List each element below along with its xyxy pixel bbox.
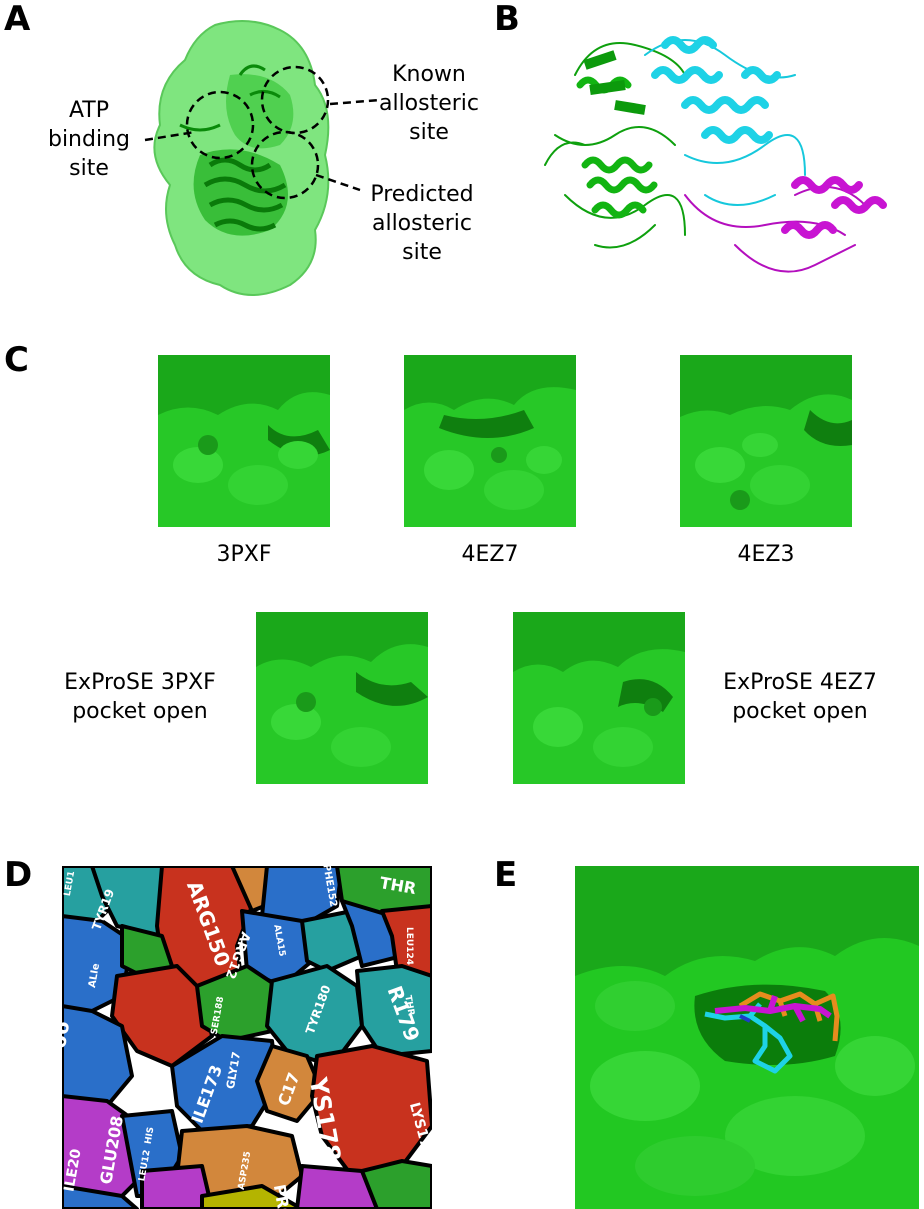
label-line: allosteric — [378, 91, 480, 116]
residue-patch — [255, 1044, 324, 1123]
residue-label: HIS — [144, 1126, 157, 1145]
label-line: ExProSE 3PXF — [64, 670, 216, 695]
surface-4ez7 — [404, 355, 576, 527]
label-line: ATP — [68, 98, 110, 123]
label-predicted-allosteric-site: Predicted allosteric site — [360, 180, 484, 267]
panel-letter-c: C — [4, 340, 29, 380]
label-line: Known — [392, 62, 466, 87]
surface-exprose-4ez7 — [513, 612, 685, 784]
residue-label: LEU1 — [63, 870, 77, 897]
panel-letter-d: D — [4, 855, 33, 895]
panel-letter-a: A — [4, 0, 31, 39]
residue-patch — [360, 1159, 432, 1209]
label-line: pocket open — [732, 699, 868, 724]
panel-d-residue-map: ARG150 TYR19 PHE152 THR ALA15 ARG12 LEU124 SER1… — [62, 866, 432, 1209]
caption-4ez7: 4EZ7 — [461, 542, 519, 567]
panel-letter-b: B — [494, 0, 520, 39]
label-line: pocket open — [72, 699, 208, 724]
label-line: binding — [47, 127, 130, 152]
label-line: allosteric — [371, 211, 473, 236]
panel-letter-e: E — [494, 855, 518, 895]
residue-patch — [300, 909, 364, 973]
residue-patch — [140, 1164, 214, 1209]
label-line: site — [409, 120, 449, 145]
residue-patch — [200, 1184, 304, 1209]
panel-b-protein-complex-cartoon — [535, 15, 905, 295]
ligand-magenta — [714, 995, 832, 1023]
surface-3pxf — [158, 355, 330, 527]
label-atp-binding-site: ATP binding site — [34, 96, 144, 183]
residue-patch — [62, 1004, 134, 1108]
label-known-allosteric-site: Known allosteric site — [374, 60, 484, 147]
surface-exprose-3pxf — [256, 612, 428, 784]
residue-patch — [62, 1184, 139, 1209]
residue-label: ILE20 — [62, 1147, 85, 1193]
label-line: site — [402, 240, 442, 265]
caption-3pxf: 3PXF — [216, 542, 272, 567]
label-line: ExProSE 4EZ7 — [723, 670, 877, 695]
caption-4ez3: 4EZ3 — [737, 542, 795, 567]
residue-label: THR — [402, 995, 415, 1017]
residue-label: LEU124 — [404, 927, 414, 965]
caption-exprose-3pxf: ExProSE 3PXF pocket open — [40, 668, 240, 726]
residue-patch — [295, 1164, 384, 1209]
label-line: site — [69, 156, 109, 181]
panel-a-protein-surface — [140, 15, 340, 300]
surface-4ez3 — [680, 355, 852, 527]
label-line: Predicted — [370, 182, 474, 207]
panel-e-ligand-pocket — [575, 866, 919, 1209]
residue-patch — [265, 964, 364, 1068]
residue-label: GLY17 — [224, 1051, 243, 1090]
caption-exprose-4ez7: ExProSE 4EZ7 pocket open — [700, 668, 900, 726]
residue-label: ALIe — [87, 962, 102, 988]
residue-patch — [355, 964, 432, 1058]
panel-a-callout-lines — [144, 98, 381, 192]
